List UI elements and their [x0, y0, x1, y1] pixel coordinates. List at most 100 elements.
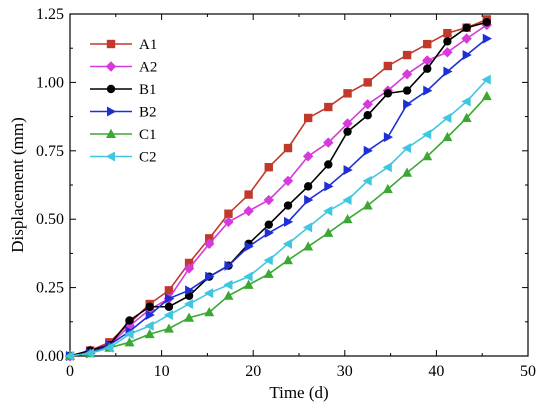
x-tick-label: 20 [245, 363, 261, 380]
data-point-c1 [442, 131, 453, 142]
data-point-a1 [402, 50, 412, 60]
data-point-b2 [284, 216, 294, 227]
data-point-a2 [461, 33, 472, 44]
data-point-c2 [382, 162, 392, 173]
data-point-b1 [164, 302, 174, 311]
legend-item-c1: C1 [90, 127, 157, 143]
data-point-b2 [482, 33, 492, 44]
data-point-c1 [382, 183, 393, 194]
data-point-a2 [422, 55, 433, 66]
data-point-c2 [183, 299, 194, 310]
legend: A1 A2 B1 B2 C1 C2 [90, 37, 157, 166]
data-point-b2 [462, 50, 472, 61]
legend-item-c2: C2 [90, 150, 157, 166]
data-point-c2 [362, 175, 372, 186]
data-point-c1 [243, 279, 254, 289]
data-point-a1 [303, 113, 313, 123]
legend-item-a1: A1 [90, 37, 157, 53]
series-line-a2 [69, 24, 488, 357]
data-point-b1 [125, 316, 134, 325]
data-point-a2 [302, 151, 314, 162]
data-point-b1 [264, 220, 273, 229]
data-point-a1 [383, 61, 393, 71]
data-point-a1 [423, 39, 432, 49]
legend-label-c1: C1 [139, 127, 157, 143]
data-point-a1 [363, 78, 372, 87]
x-tick-label: 30 [337, 363, 353, 380]
data-point-a1 [343, 89, 352, 98]
data-point-b1 [443, 37, 452, 46]
data-point-a2 [282, 175, 294, 187]
data-point-c2 [64, 351, 74, 361]
y-tick-label: 0.75 [36, 143, 64, 160]
data-point-c1 [223, 290, 234, 300]
data-point-a2 [183, 263, 195, 274]
legend-marker-a1 [106, 39, 116, 49]
data-point-a2 [442, 47, 453, 58]
data-point-a2 [243, 205, 254, 217]
x-axis-title: Time (d) [269, 383, 328, 402]
data-point-b2 [164, 293, 175, 304]
data-point-b1 [324, 160, 333, 169]
data-point-c1 [402, 167, 413, 177]
legend-item-b1: B1 [90, 82, 157, 98]
data-point-c1 [263, 268, 274, 278]
data-point-c2 [282, 238, 293, 249]
series-line-b1 [69, 21, 487, 357]
data-point-b2 [443, 66, 453, 77]
data-point-c1 [124, 337, 135, 347]
data-point-c2 [263, 255, 273, 266]
legend-item-a2: A2 [90, 60, 157, 76]
data-point-a2 [223, 216, 234, 228]
data-point-c2 [243, 271, 253, 282]
data-point-c2 [223, 279, 233, 290]
data-point-c2 [323, 205, 333, 216]
data-point-c2 [302, 222, 313, 233]
data-point-c1 [342, 214, 353, 224]
data-point-c2 [481, 74, 491, 85]
data-point-c2 [124, 329, 134, 340]
data-point-c1 [323, 227, 334, 237]
data-point-b1 [462, 23, 471, 32]
data-point-a1 [224, 209, 233, 218]
data-point-c1 [303, 241, 314, 251]
data-point-b2 [423, 85, 433, 96]
data-point-b2 [343, 164, 353, 175]
y-tick-label: 0.50 [36, 211, 64, 228]
data-point-a2 [362, 99, 373, 110]
data-point-c2 [163, 309, 173, 320]
data-point-b2 [244, 241, 254, 252]
data-point-b1 [303, 182, 313, 191]
series-group [64, 15, 492, 362]
series-line-c2 [69, 79, 488, 357]
legend-marker-b2 [107, 106, 117, 117]
data-point-b1 [283, 201, 293, 210]
legend-marker-c2 [105, 151, 115, 162]
data-point-a2 [204, 238, 215, 250]
y-axis-title: Displacement (mm) [8, 117, 27, 253]
x-tick-label: 40 [428, 363, 444, 380]
data-point-a1 [244, 190, 253, 199]
y-tick-label: 1.00 [36, 74, 64, 91]
series-line-c1 [69, 95, 488, 357]
data-point-a1 [324, 102, 333, 112]
data-point-c1 [144, 328, 155, 339]
data-point-a1 [184, 258, 194, 268]
data-point-c1 [422, 151, 433, 161]
data-point-c1 [481, 90, 492, 101]
data-point-c1 [283, 255, 294, 265]
x-tick-label: 10 [154, 363, 170, 380]
legend-label-a1: A1 [139, 37, 157, 53]
data-point-b2 [304, 195, 314, 206]
data-point-c2 [84, 348, 95, 359]
data-point-c2 [144, 320, 154, 331]
data-point-b2 [224, 260, 234, 271]
series-b2 [66, 33, 492, 361]
data-point-a2 [401, 68, 413, 80]
data-point-b1 [343, 127, 352, 136]
series-c2 [64, 74, 491, 361]
legend-item-b2: B2 [90, 105, 157, 121]
data-point-b1 [423, 64, 432, 73]
data-point-c1 [163, 323, 174, 333]
data-point-a1 [443, 28, 452, 38]
